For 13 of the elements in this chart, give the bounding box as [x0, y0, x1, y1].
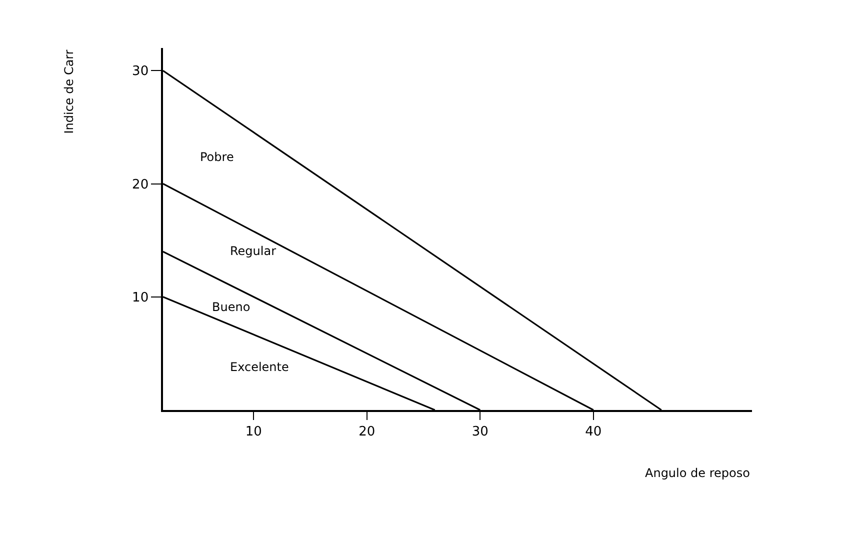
- y-tick-label: 10: [132, 290, 149, 306]
- x-tick-label: 20: [358, 424, 376, 440]
- x-tick-label: 40: [585, 424, 602, 440]
- annotation: Bueno: [212, 300, 250, 314]
- x-axis-title: Angulo de reposo: [645, 466, 750, 480]
- x-tick-label: 10: [245, 424, 262, 440]
- y-tick-label: 20: [132, 177, 149, 192]
- x-tick-label: 30: [472, 424, 488, 440]
- annotation: Regular: [230, 244, 276, 258]
- y-axis-title: Indice de Carr: [62, 50, 76, 134]
- annotation: Excelente: [230, 360, 289, 374]
- y-tick-label: 30: [132, 64, 149, 80]
- annotation: Pobre: [200, 150, 234, 164]
